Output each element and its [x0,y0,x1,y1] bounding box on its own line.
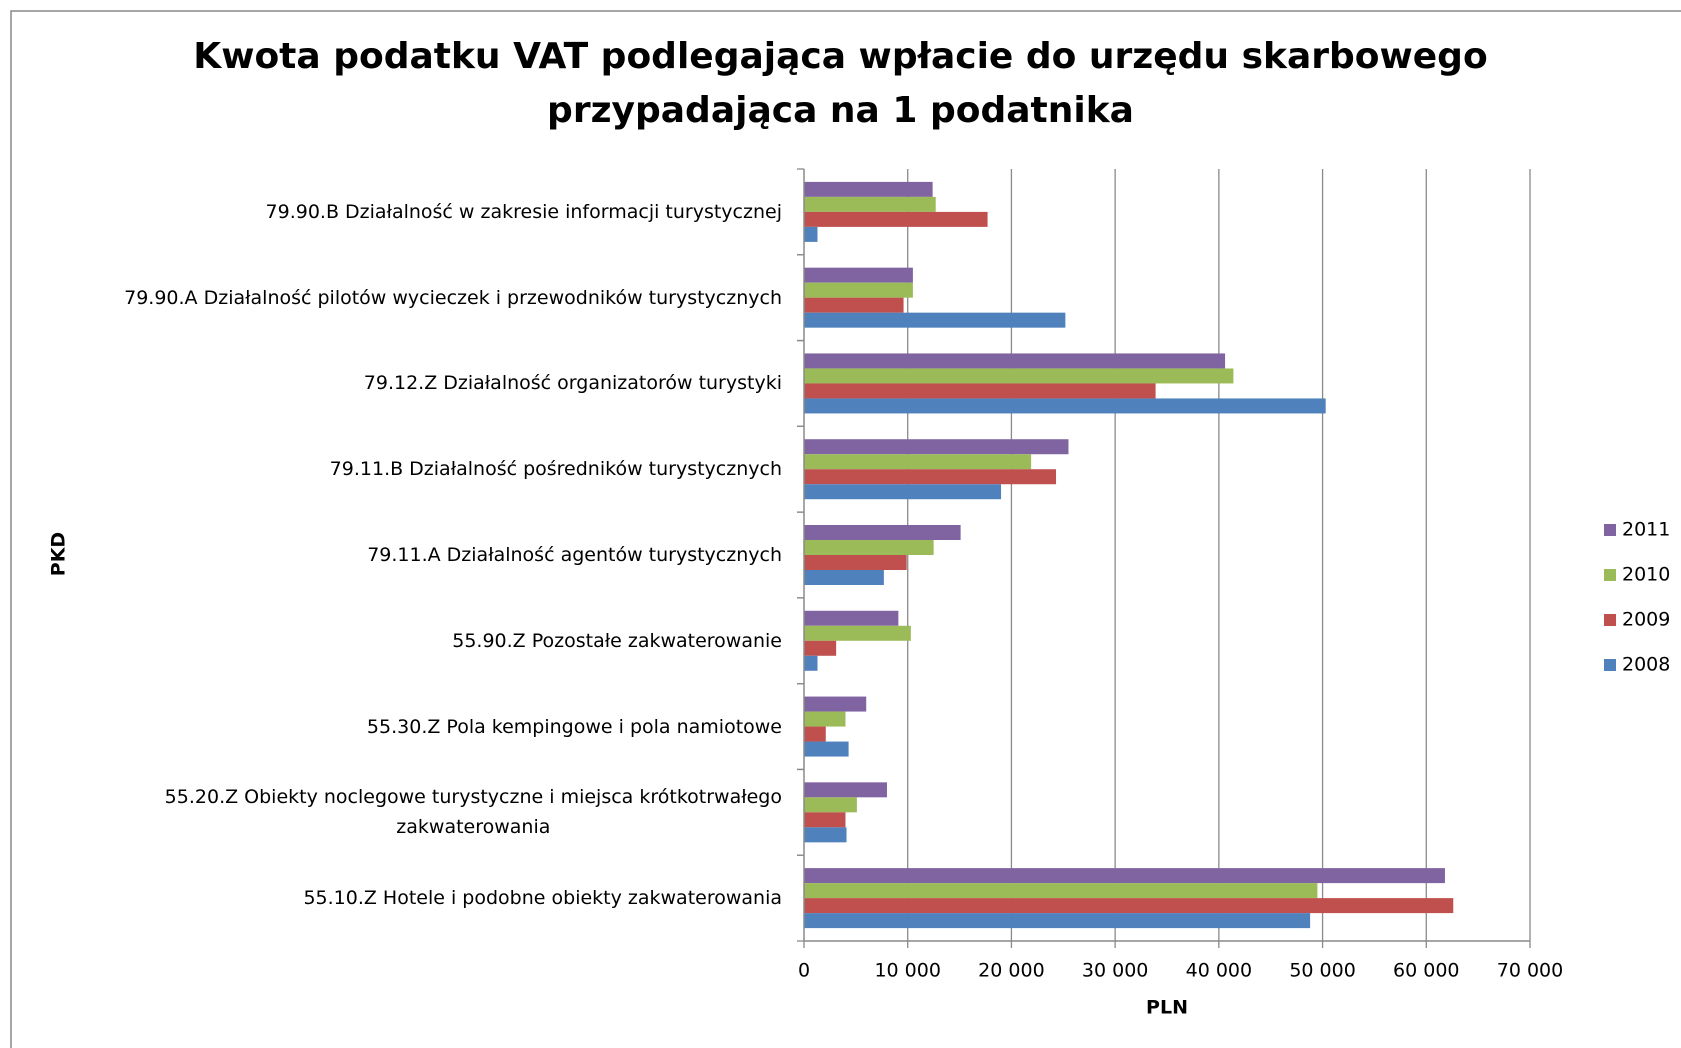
bar [804,797,857,813]
chart-title: Kwota podatku VAT podlegająca wpłacie do… [193,36,1488,131]
bar [804,868,1445,884]
bar [804,525,961,540]
bar [804,570,884,585]
x-tick-label: 60 000 [1393,960,1459,982]
y-tick-label: 55.20.Z Obiekty noclegowe turystyczne i … [164,786,782,839]
y-tick-label: 79.90.A Działalność pilotów wycieczek i … [124,286,782,309]
bar [804,711,846,727]
bar [804,454,1032,470]
bar [804,625,911,641]
y-tick-label: 79.90.B Działalność w zakresie informacj… [265,200,782,223]
bar [804,898,1454,914]
x-tick-label: 50 000 [1289,960,1355,982]
bar [804,297,904,313]
y-tick-label: 79.11.B Działalność pośredników turystyc… [329,458,782,481]
x-tick-label: 10 000 [874,960,940,982]
bar [804,181,933,197]
x-axis-label: PLN [1146,997,1188,1019]
x-tick-label: 20 000 [978,960,1044,982]
x-tick-label: 70 000 [1497,960,1563,982]
legend-swatch [1604,569,1616,581]
legend-label: 2010 [1622,564,1670,586]
bar [804,312,1066,328]
bar [804,610,899,626]
bar [804,267,913,283]
chart-border [10,10,1681,1048]
bar [804,353,1226,369]
legend-swatch [1604,614,1616,626]
legend-label: 2008 [1622,654,1670,676]
legend-swatch [1604,659,1616,671]
y-axis-label: PKD [48,532,70,576]
bar [804,398,1326,414]
bar [804,383,1156,399]
bar [804,226,818,242]
bar [804,741,849,757]
bar [804,726,826,742]
y-tick-label: 55.90.Z Pozostałe zakwaterowanie [452,629,782,652]
bar [804,640,837,656]
x-tick-label: 40 000 [1186,960,1252,982]
bar [804,696,867,712]
bar [804,484,1002,500]
bar [804,827,847,843]
bar [804,368,1234,384]
legend-label: 2009 [1622,609,1670,631]
bar [804,282,913,298]
bar [804,782,887,798]
y-tick-label: 55.30.Z Pola kempingowe i pola namiotowe [366,715,782,738]
bar [804,211,988,227]
bar [804,812,846,828]
x-tick-label: 30 000 [1082,960,1148,982]
bar [804,913,1311,929]
legend-swatch [1604,524,1616,536]
legend-label: 2011 [1622,519,1670,541]
y-tick-label: 55.10.Z Hotele i podobne obiekty zakwate… [303,887,782,910]
y-tick-label: 79.12.Z Działalność organizatorów turyst… [363,372,782,395]
bar [804,540,934,555]
bar [804,439,1069,455]
bar [804,655,818,671]
bar [804,196,936,212]
x-tick-label: 0 [798,960,810,982]
bar [804,555,907,570]
bar [804,883,1318,899]
bar [804,469,1057,485]
y-tick-label: 79.11.A Działalność agentów turystycznyc… [367,544,782,566]
